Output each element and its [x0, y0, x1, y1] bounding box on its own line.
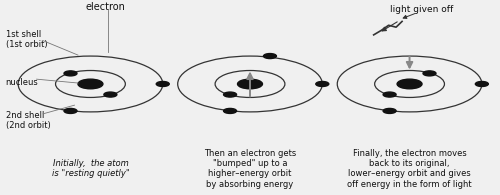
Text: electron: electron: [86, 2, 126, 12]
Circle shape: [156, 82, 169, 87]
Text: 2nd shell
(2nd orbit): 2nd shell (2nd orbit): [6, 111, 51, 130]
Circle shape: [264, 54, 276, 58]
Text: Then an electron gets
"bumped" up to a
higher–energy orbit
by absorbing energy: Then an electron gets "bumped" up to a h…: [204, 149, 296, 189]
Circle shape: [64, 71, 77, 76]
Circle shape: [383, 92, 396, 97]
Circle shape: [423, 71, 436, 76]
Circle shape: [476, 82, 488, 87]
Circle shape: [64, 108, 77, 113]
Circle shape: [224, 108, 236, 113]
Text: nucleus: nucleus: [6, 78, 38, 87]
Text: 1st shell
(1st orbit): 1st shell (1st orbit): [6, 30, 48, 49]
Circle shape: [316, 82, 329, 87]
Text: light given off: light given off: [390, 5, 454, 14]
Text: Initially,  the atom
is "resting quietly": Initially, the atom is "resting quietly": [52, 159, 130, 178]
Circle shape: [238, 79, 262, 89]
Circle shape: [104, 92, 117, 97]
Circle shape: [224, 92, 236, 97]
Text: Finally, the electron moves
back to its original,
lower–energy orbit and gives
o: Finally, the electron moves back to its …: [347, 149, 472, 189]
Circle shape: [397, 79, 422, 89]
Circle shape: [383, 108, 396, 113]
Circle shape: [78, 79, 103, 89]
